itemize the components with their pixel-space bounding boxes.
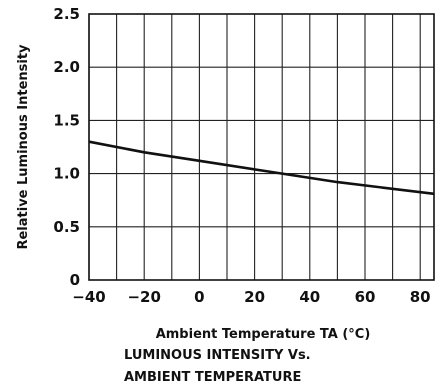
x-tick-label: 60 [355, 288, 376, 306]
x-axis-label: Ambient Temperature TA (°C) [156, 327, 371, 342]
y-tick-label: 0 [70, 271, 80, 289]
grid-lines [88, 13, 434, 281]
caption-line-2: AMBIENT TEMPERATURE [124, 370, 301, 385]
series-line [88, 140, 435, 196]
y-tick-label: 1.0 [53, 165, 80, 183]
y-axis-label: Relative Luminous Intensity [16, 44, 31, 250]
y-tick-label: 2.0 [53, 58, 80, 76]
x-tick-label: −40 [72, 288, 105, 306]
caption-line-1: LUMINOUS INTENSITY Vs. [124, 348, 311, 363]
y-tick-label: 1.5 [53, 111, 80, 129]
x-tick-label: 0 [194, 288, 204, 306]
y-tick-labels: 0 0.5 1.0 1.5 2.0 2.5 [53, 5, 80, 289]
x-tick-label: 40 [299, 288, 320, 306]
x-tick-label: −20 [127, 288, 160, 306]
y-tick-label: 0.5 [53, 218, 80, 236]
x-tick-label: 80 [410, 288, 431, 306]
series-layer [88, 140, 435, 196]
y-tick-label: 2.5 [53, 5, 80, 23]
plot-frame [88, 13, 435, 281]
x-tick-labels: −40 −20 0 20 40 60 80 [72, 288, 430, 306]
x-tick-label: 20 [244, 288, 265, 306]
